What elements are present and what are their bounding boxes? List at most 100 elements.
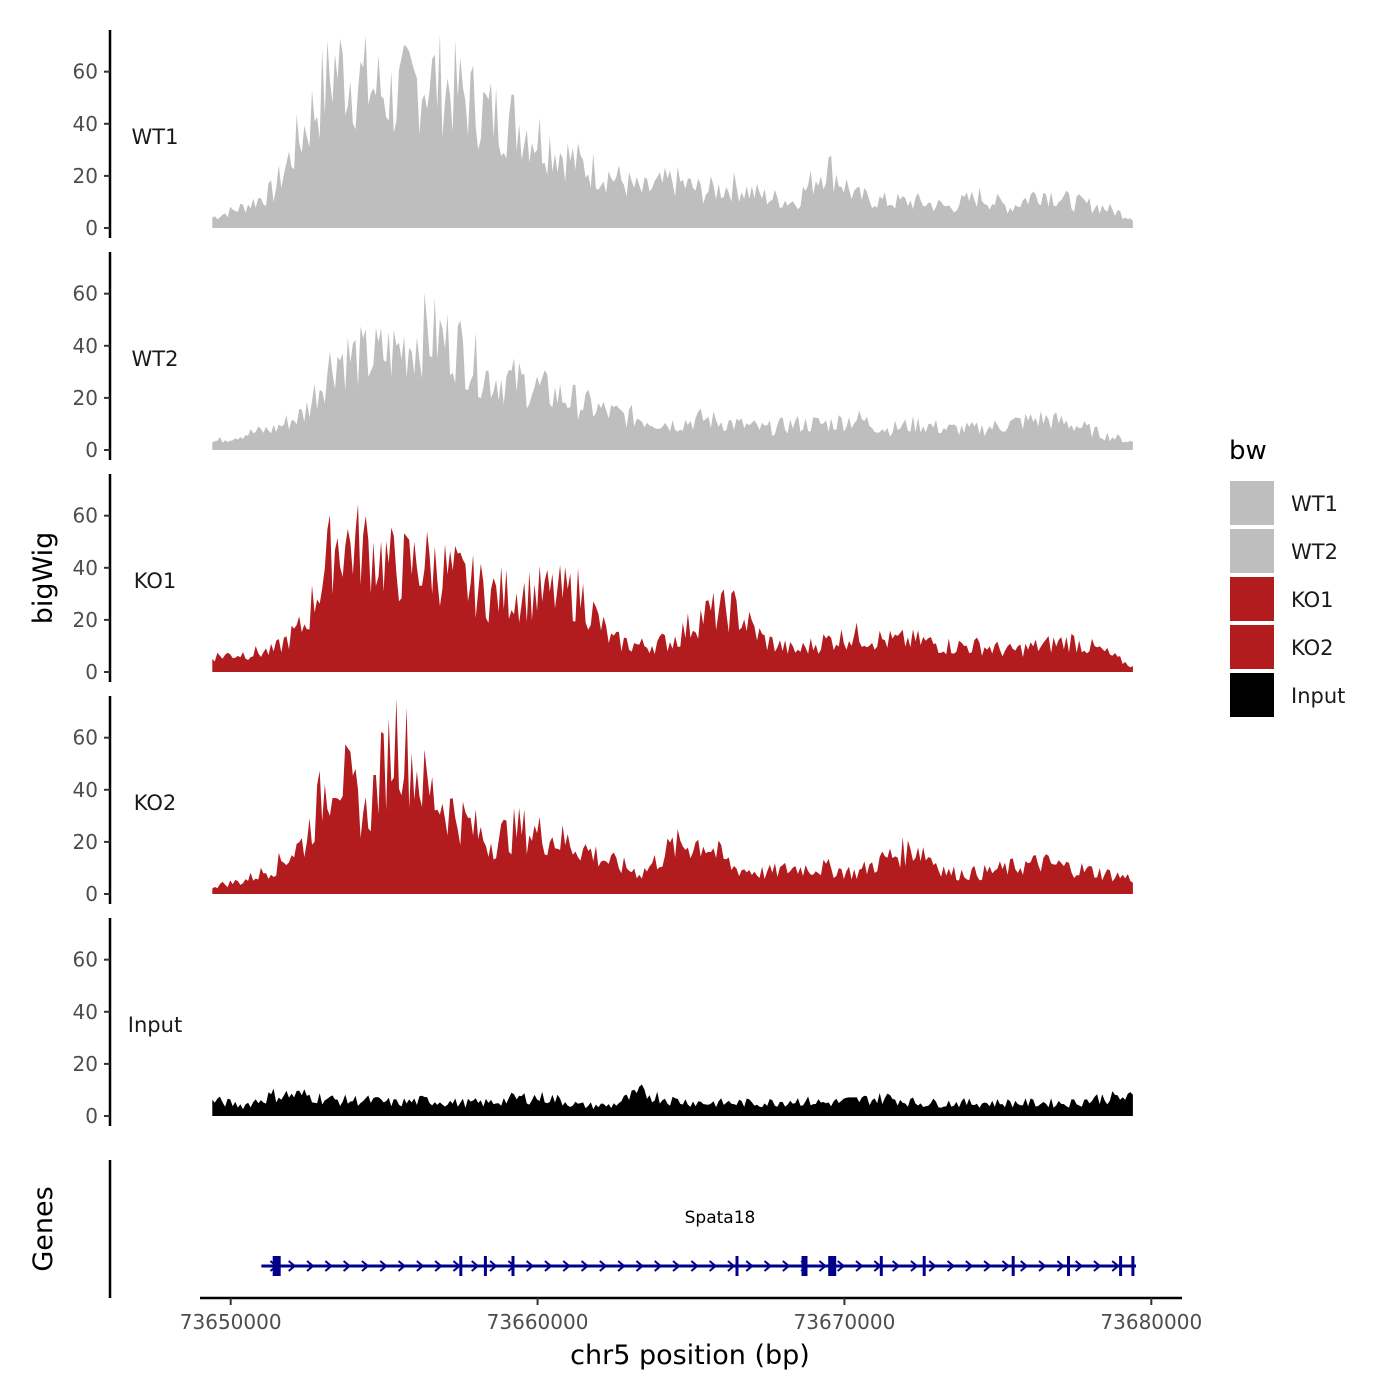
track-label: KO1 [134,569,177,593]
y-tick-label: 0 [85,1104,98,1128]
legend-swatch-ko1 [1230,577,1274,621]
track-label: Input [128,1013,182,1037]
strand-arrow [617,1260,626,1272]
strand-arrow [361,1260,370,1272]
legend-label-ko2: KO2 [1291,636,1334,660]
exon [459,1256,463,1276]
strand-arrow [910,1260,919,1272]
y-tick-label: 0 [85,660,98,684]
y-tick-label: 20 [73,1052,98,1076]
track-label: KO2 [134,791,177,815]
exon [483,1256,487,1276]
legend: bw WT1 WT2 KO1 KO2 Input [1229,436,1345,717]
strand-arrow [983,1260,992,1272]
area-ko1 [212,504,1133,672]
gene-name-label: Spata18 [685,1208,756,1228]
legend-label-ko1: KO1 [1291,588,1334,612]
exon [801,1256,808,1276]
strand-arrow [1056,1260,1065,1272]
y-tick-label: 20 [73,830,98,854]
strand-arrow [1093,1260,1102,1272]
x-axis: 73650000 73660000 73670000 73680000 [180,1296,1202,1334]
strand-arrow [855,1260,864,1272]
y-tick-label: 0 [85,216,98,240]
strand-arrow [745,1260,754,1272]
track-panels: 0 20 40 60 WT1 0 20 40 60 WT2 0 20 40 60 KO1 0 20 40 60 KO2… [73,30,1133,1128]
exon [1011,1256,1015,1276]
legend-label-wt1: WT1 [1291,492,1338,516]
strand-arrow [818,1260,827,1272]
strand-arrow [342,1260,352,1272]
strand-arrow [727,1260,736,1272]
strand-arrow [1038,1260,1047,1272]
legend-swatch-input [1230,673,1274,717]
y-tick-label: 60 [73,282,98,306]
strand-arrow [471,1260,480,1272]
y-tick-label: 0 [85,438,98,462]
strand-arrow [672,1260,681,1272]
y-tick-label: 60 [73,60,98,84]
genes-track-label: Genes [28,1186,59,1271]
exon [735,1256,739,1276]
x-tick-label: 73670000 [794,1310,896,1334]
y-tick-label: 40 [73,778,98,802]
track-wt2: 0 20 40 60 WT2 [73,252,1133,462]
legend-title: bw [1229,436,1267,466]
exon [828,1256,837,1276]
track-label: WT1 [132,125,179,149]
strand-arrow [1001,1260,1010,1272]
exon [1131,1256,1135,1276]
strand-arrow [708,1260,718,1272]
y-tick-label: 40 [73,556,98,580]
strand-arrow [525,1260,535,1272]
strand-arrow [891,1260,901,1272]
area-ko2 [212,698,1133,894]
strand-arrow [1111,1260,1120,1272]
x-tick-label: 73650000 [180,1310,282,1334]
strand-arrow [782,1260,791,1272]
legend-swatch-ko2 [1230,625,1274,669]
strand-arrow [324,1260,333,1272]
strand-arrow [489,1260,498,1272]
legend-label-wt2: WT2 [1291,540,1338,564]
strand-arrow [379,1260,388,1272]
y-tick-label: 60 [73,726,98,750]
strand-arrow [763,1260,773,1272]
y-tick-label: 20 [73,608,98,632]
area-wt2 [212,292,1133,450]
strand-arrow [580,1260,590,1272]
strand-arrow [397,1260,407,1272]
strand-arrow [306,1260,315,1272]
track-ko1: 0 20 40 60 KO1 [73,474,1133,684]
strand-arrow [1020,1260,1029,1272]
track-input: 0 20 40 60 Input [73,918,1133,1128]
genes-track: Genes Spata18 [28,1160,1136,1298]
y-tick-label: 60 [73,504,98,528]
y-axis-title: bigWig [28,532,59,625]
y-tick-label: 40 [73,112,98,136]
strand-arrow [635,1260,644,1272]
strand-arrow [434,1260,443,1272]
y-tick-label: 20 [73,386,98,410]
legend-swatch-wt1 [1230,481,1274,525]
exon [922,1256,926,1276]
strand-arrow [690,1260,699,1272]
y-tick-label: 0 [85,882,98,906]
strand-arrow [1074,1260,1084,1272]
legend-swatch-wt2 [1230,529,1274,573]
strand-arrow [288,1260,297,1272]
y-tick-label: 60 [73,948,98,972]
strand-arrow [965,1260,974,1272]
strand-arrow [416,1260,425,1272]
strand-arrow [837,1260,846,1272]
track-wt1: 0 20 40 60 WT1 [73,30,1133,240]
exon [1067,1256,1070,1276]
y-tick-label: 40 [73,1000,98,1024]
y-tick-label: 20 [73,164,98,188]
strand-arrow [654,1260,663,1272]
x-axis-title: chr5 position (bp) [570,1340,810,1371]
exon [1119,1256,1123,1276]
x-tick-label: 73660000 [487,1310,589,1334]
exon [511,1256,515,1276]
